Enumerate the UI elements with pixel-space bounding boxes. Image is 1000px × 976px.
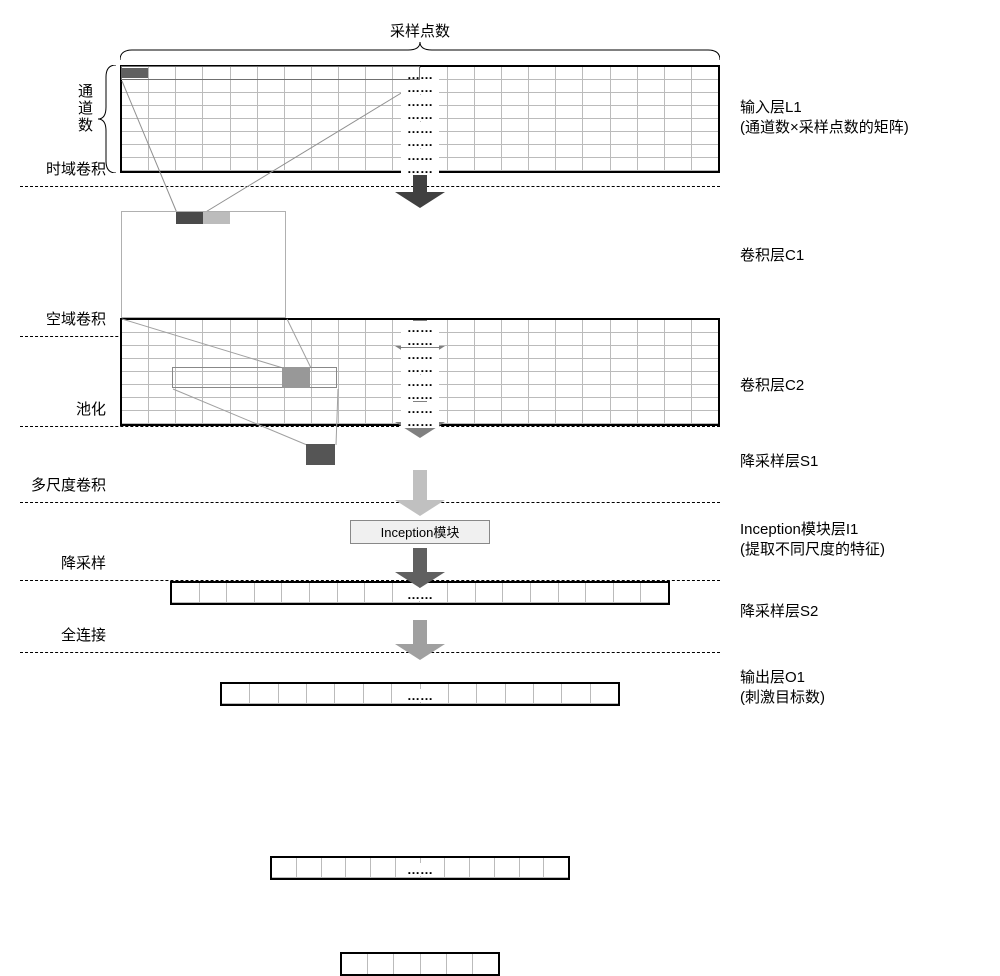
right-layer-6: 输出层O1(刺激目标数)	[740, 668, 970, 707]
arrow-0	[395, 174, 445, 213]
right-layer-0: 输入层L1(通道数×采样点数的矩阵)	[740, 98, 970, 137]
top-axis-label: 采样点数	[390, 20, 450, 41]
right-layer-4: Inception模块层I1(提取不同尺度的特征)	[740, 520, 970, 559]
highlight-L1_outline	[121, 66, 420, 80]
top-brace	[120, 42, 720, 62]
arrow-5	[395, 620, 445, 665]
dash-0	[20, 186, 720, 187]
highlight-C1_light	[203, 212, 230, 224]
dash-5	[20, 652, 720, 653]
right-layer-5: 降采样层S2	[740, 602, 970, 622]
highlight-C2_fill	[282, 367, 310, 388]
inception-box: Inception模块	[350, 520, 490, 544]
channel-axis-label: 通道数	[74, 83, 95, 134]
left-op-5: 全连接	[20, 624, 106, 645]
layer-L1: …………………………………………	[120, 65, 720, 173]
right-layer-2: 卷积层C2	[740, 376, 970, 396]
highlight-C1_dark	[176, 212, 203, 224]
highlight-C1_outline	[121, 211, 286, 318]
layer-S1: ……	[220, 682, 620, 706]
dash-3	[20, 502, 720, 503]
left-op-3: 多尺度卷积	[20, 474, 106, 495]
highlight-S1_fill	[306, 444, 335, 465]
arrow-3	[395, 470, 445, 521]
layer-S2: ……	[270, 856, 570, 880]
left-brace	[98, 65, 118, 173]
left-op-0: 时域卷积	[20, 158, 106, 179]
highlight-C2_outline	[172, 367, 337, 388]
left-op-1: 空域卷积	[20, 308, 106, 329]
right-layer-3: 降采样层S1	[740, 452, 970, 472]
dash-2	[20, 426, 720, 427]
right-layer-1: 卷积层C1	[740, 246, 970, 266]
layer-O1	[340, 952, 500, 976]
highlight-L1_fill	[121, 68, 148, 78]
left-op-2: 池化	[20, 398, 106, 419]
left-op-4: 降采样	[20, 552, 106, 573]
